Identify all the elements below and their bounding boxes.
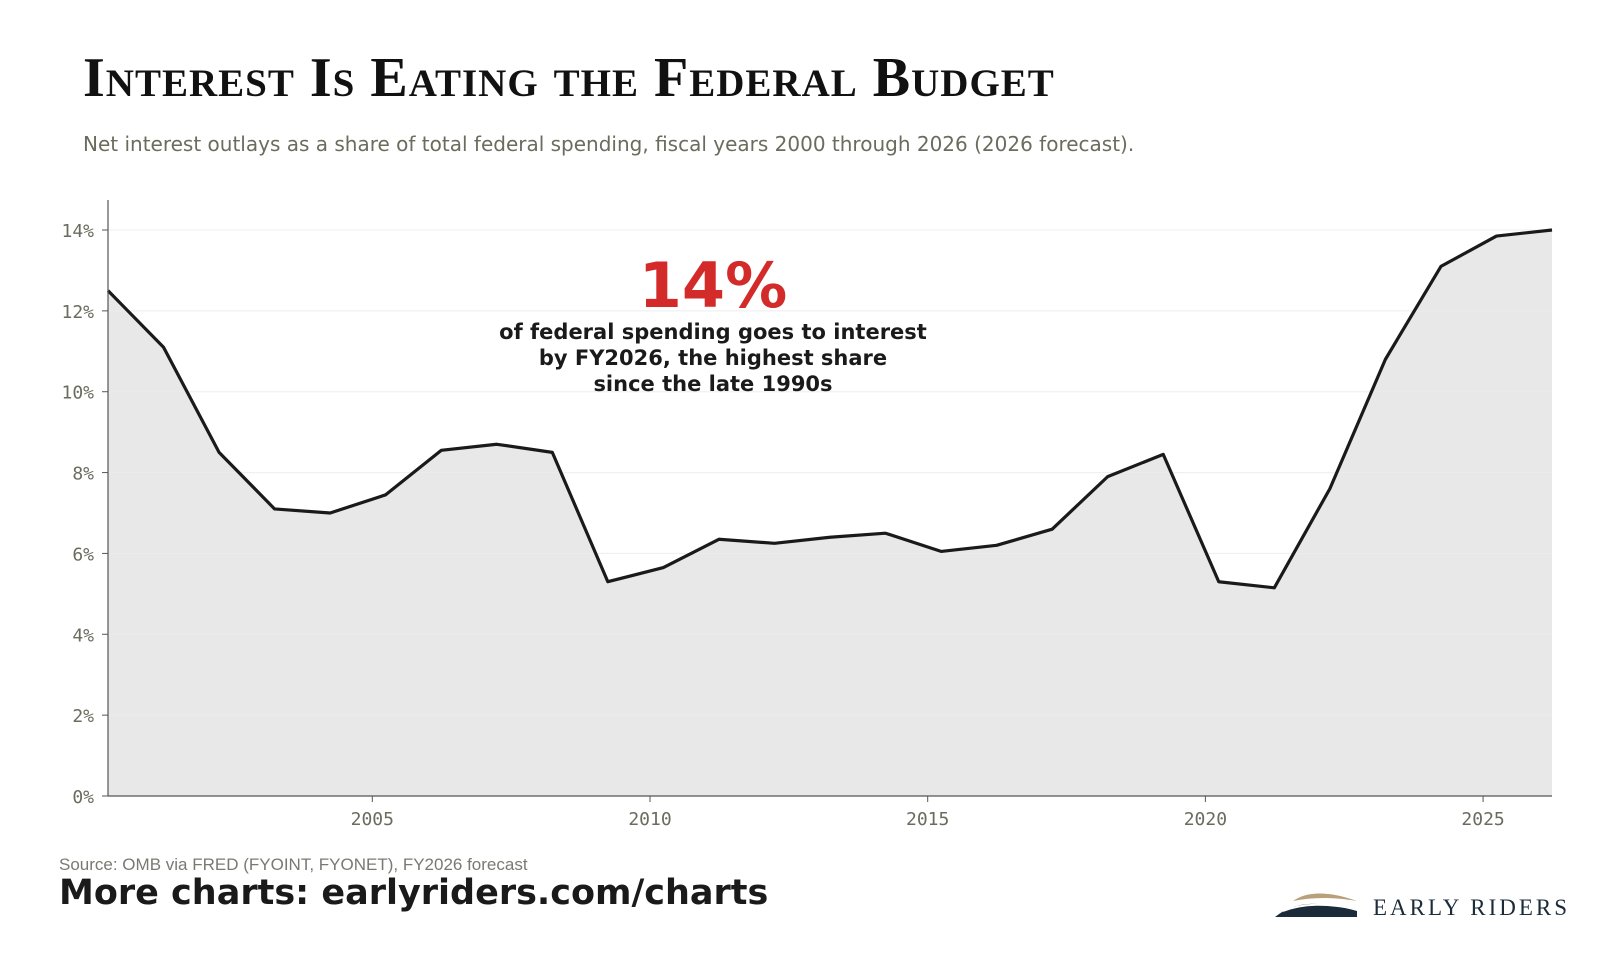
- mountain-logo-icon: [1275, 893, 1358, 917]
- chart-title: Interest Is Eating the Federal Budget: [83, 47, 1055, 109]
- x-tick-label: 2005: [351, 809, 394, 830]
- tick-labels: 0% 2% 4% 6% 8% 10% 12% 14% 2005 2010 2015 2020 2025: [61, 221, 1504, 830]
- y-tick-label: 12%: [61, 302, 94, 323]
- area-fill: [108, 230, 1552, 796]
- logo-text: EARLY RIDERS: [1373, 895, 1571, 920]
- y-tick-label: 10%: [61, 383, 94, 404]
- y-tick-label: 6%: [72, 544, 94, 565]
- y-tick-label: 14%: [61, 221, 94, 242]
- x-tick-label: 2020: [1184, 809, 1227, 830]
- annotation-line: of federal spending goes to interest: [499, 320, 927, 344]
- axes: [107, 200, 1552, 797]
- chart-subtitle: Net interest outlays as a share of total…: [83, 132, 1135, 156]
- early-riders-logo: EARLY RIDERS: [1273, 884, 1573, 924]
- x-tick-label: 2010: [628, 809, 671, 830]
- y-tick-label: 8%: [72, 464, 94, 485]
- annotation-line: since the late 1990s: [593, 372, 832, 396]
- source-note: Source: OMB via FRED (FYOINT, FYONET), F…: [59, 855, 528, 874]
- annotation: 14%of federal spending goes to interestb…: [499, 249, 927, 396]
- annotation-value: 14%: [639, 249, 787, 322]
- x-tick-label: 2025: [1461, 809, 1504, 830]
- more-charts-link[interactable]: More charts: earlyriders.com/charts: [59, 873, 769, 913]
- y-tick-label: 2%: [72, 706, 94, 727]
- chart-area: 0%2%4%6%8%10%12%14%2005 2010 2015 2020 2025 …: [61, 200, 1553, 830]
- area-layer: [106, 228, 1553, 796]
- y-tick-label: 4%: [72, 625, 94, 646]
- annotation-line: by FY2026, the highest share: [539, 346, 887, 370]
- x-tick-label: 2015: [906, 809, 949, 830]
- y-tick-label: 0%: [72, 787, 94, 808]
